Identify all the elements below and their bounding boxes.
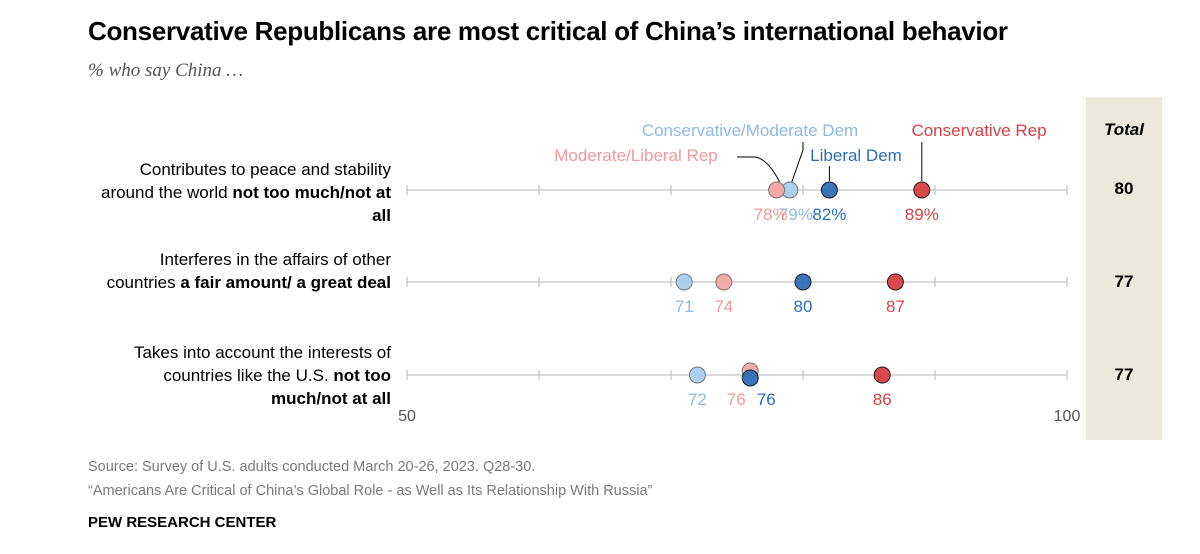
legend-label: Moderate/Liberal Rep [554,146,717,165]
data-label: 78% [754,205,788,224]
row-label-1-bold: not too much/not at all [232,183,391,225]
dot-liberal-dem-row-2 [794,273,812,291]
data-label: 76 [727,390,746,409]
dot-conservative-rep-row-3 [873,366,891,384]
total-value-row-3: 77 [1114,365,1134,384]
x-tick-label: 50 [398,408,416,425]
row-label-2-text: Interferes in the affairs of other count… [106,250,391,292]
total-column-header: Total [1104,120,1144,139]
dot-conservative-rep-row-1 [913,181,931,199]
data-label: 86 [873,390,892,409]
data-label: 82% [812,205,846,224]
data-label: 71 [675,297,694,316]
row-label-3-bold: not too much/not at all [271,366,391,408]
dot-moderate-liberal-rep-row-2 [715,273,733,291]
dot-conservative-moderate-dem-row-3 [688,366,706,384]
dot-liberal-dem-row-3 [741,369,759,387]
x-tick-label: 100 [1054,408,1081,425]
data-label: 79% [779,205,813,224]
organization-name: PEW RESEARCH CENTER [88,514,277,531]
row-label-2-bold: a fair amount/ a great deal [180,273,391,292]
chart-title: Conservative Republicans are most critic… [88,16,1008,46]
data-label: 89% [905,205,939,224]
row-label-1: Contributes to peace and stability aroun… [91,158,391,227]
data-label: 72 [688,390,707,409]
legend-label: Conservative Rep [911,121,1046,140]
legend-label: Conservative/Moderate Dem [642,121,858,140]
total-value-row-2: 77 [1114,272,1134,291]
leader-line [737,156,781,183]
dot-conservative-rep-row-2 [886,273,904,291]
data-label: 74 [714,297,733,316]
chart-subtitle: % who say China … [88,60,244,81]
row-label-2: Interferes in the affairs of other count… [91,248,391,294]
dot-conservative-moderate-dem-row-2 [675,273,693,291]
row-label-3: Takes into account the interests of coun… [91,341,391,410]
report-title-note: “Americans Are Critical of China’s Globa… [88,483,653,499]
leader-line [791,142,804,183]
row-label-1-text: Contributes to peace and stability aroun… [100,160,391,202]
total-column-panel [1086,97,1162,440]
data-label: 87 [886,297,905,316]
total-value-row-1: 80 [1114,179,1134,198]
source-note: Source: Survey of U.S. adults conducted … [88,459,536,475]
row-label-3-text: Takes into account the interests of coun… [133,343,391,385]
dot-moderate-liberal-rep-row-1 [768,181,786,199]
legend-label: Liberal Dem [810,146,902,165]
data-label: 76 [757,390,776,409]
data-label: 80 [794,297,813,316]
dot-liberal-dem-row-1 [820,181,838,199]
